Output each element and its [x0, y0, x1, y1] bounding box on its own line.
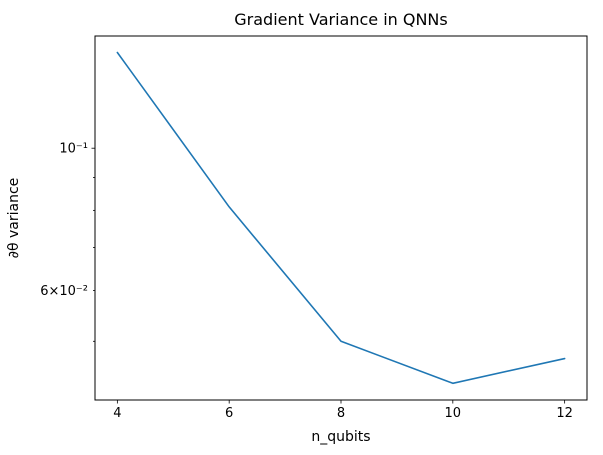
- x-tick-label: 12: [556, 406, 573, 421]
- data-line-series: [116, 51, 566, 385]
- y-tick-label: 6×10⁻²: [40, 284, 88, 299]
- plot-area: 4 6 8 10 12 10⁻¹ 6×10⁻²: [40, 35, 588, 421]
- y-axis-label: ∂θ variance: [6, 178, 22, 259]
- axes-frame: [94, 35, 588, 401]
- y-tick-label: 10⁻¹: [59, 142, 88, 157]
- x-tick-label: 10: [445, 406, 462, 421]
- x-axis-label: n_qubits: [311, 429, 370, 445]
- x-tick-label: 8: [337, 406, 345, 421]
- x-tick-label: 4: [113, 406, 121, 421]
- x-tick-label: 6: [225, 406, 233, 421]
- chart-title: Gradient Variance in QNNs: [234, 10, 447, 29]
